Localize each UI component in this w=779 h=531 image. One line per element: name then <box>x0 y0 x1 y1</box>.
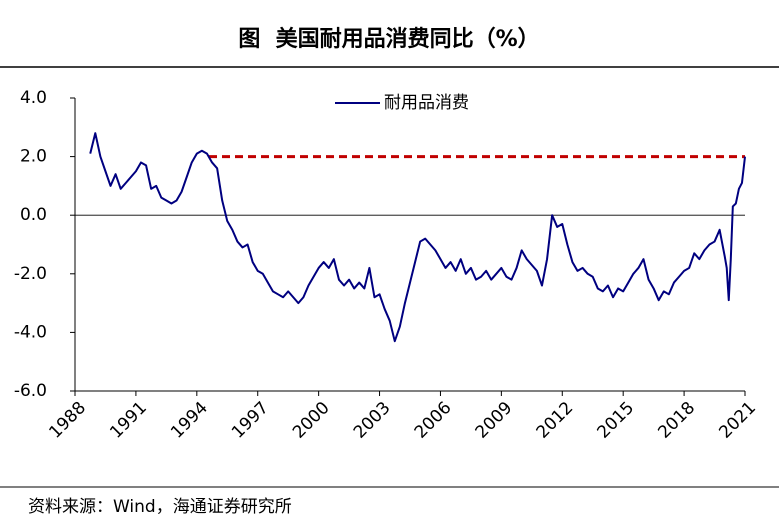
x-tick-label: 2015 <box>594 398 639 443</box>
y-tick-label: 0.0 <box>20 205 47 225</box>
x-tick-label: 1994 <box>167 398 212 443</box>
x-tick-label: 2012 <box>533 398 578 443</box>
x-tick-label: 1997 <box>228 398 273 443</box>
y-tick-label: 4.0 <box>20 88 47 108</box>
x-tick-label: 2000 <box>289 398 334 443</box>
series-line <box>89 132 746 343</box>
y-tick-label: -6.0 <box>14 381 47 401</box>
legend-label: 耐用品消费 <box>384 93 469 113</box>
y-tick-label: 2.0 <box>20 147 47 167</box>
x-tick-label: 2021 <box>715 398 760 443</box>
x-tick-label: 2003 <box>350 398 395 443</box>
y-tick-label: -2.0 <box>14 264 47 284</box>
x-tick-label: 2009 <box>472 398 517 443</box>
source-note: 资料来源：Wind，海通证券研究所 <box>28 497 292 517</box>
x-tick-label: 2018 <box>654 398 699 443</box>
y-tick-label: -4.0 <box>14 322 47 342</box>
x-tick-label: 1988 <box>45 398 90 443</box>
x-tick-label: 1991 <box>106 398 151 443</box>
x-tick-label: 2006 <box>411 398 456 443</box>
chart-title: 图 美国耐用品消费同比（%） <box>238 26 539 52</box>
